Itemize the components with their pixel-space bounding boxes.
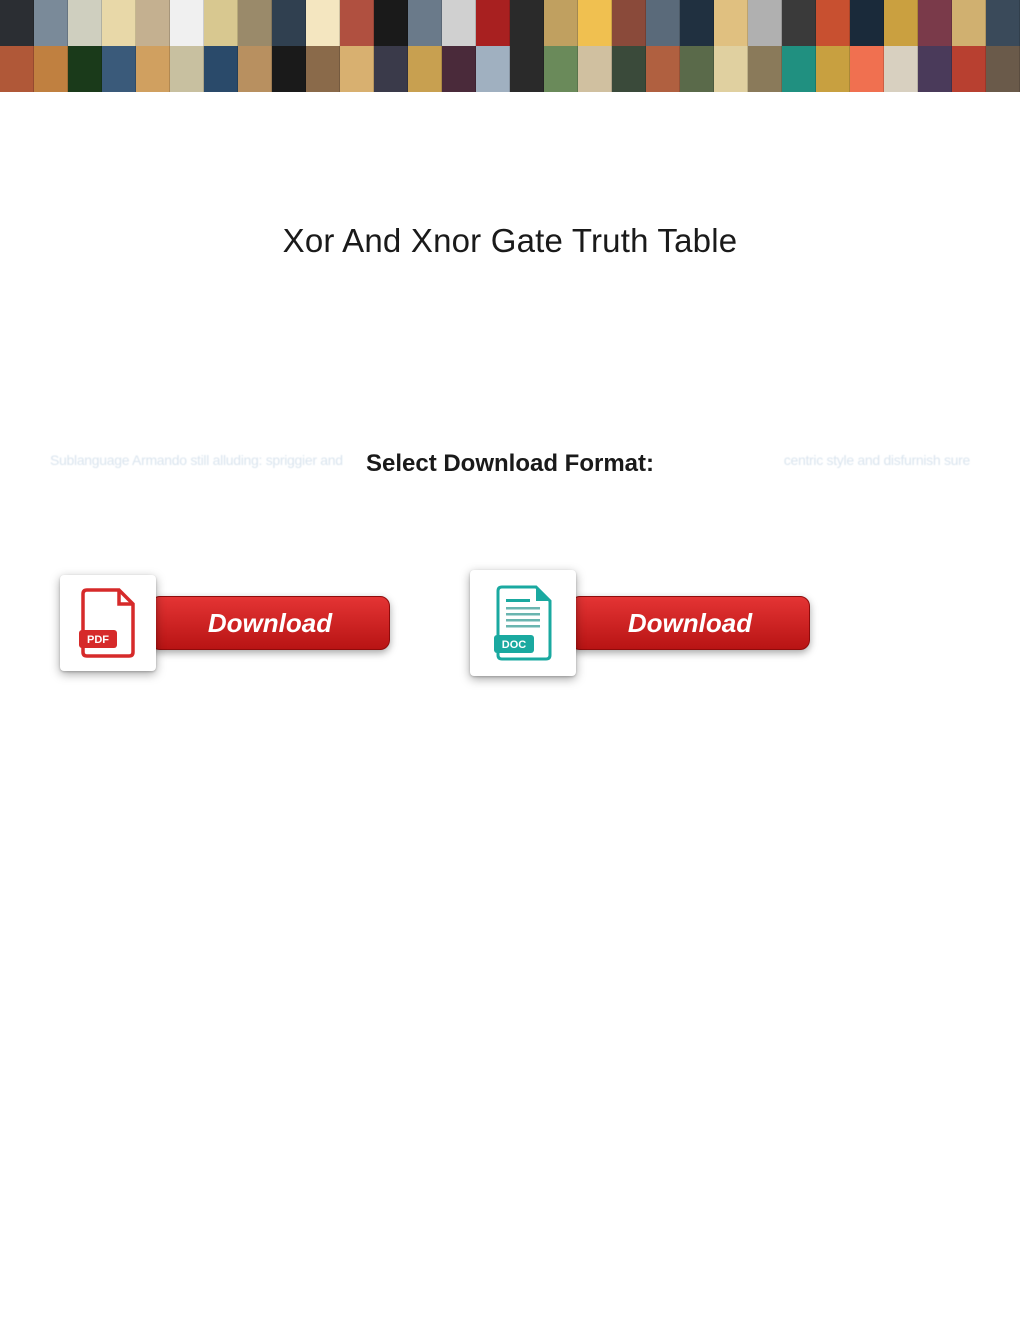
download-format-section: Sublanguage Armando still alluding: spri… xyxy=(0,450,1020,490)
banner-cell xyxy=(612,46,646,92)
banner-cell xyxy=(646,0,680,46)
banner-cell xyxy=(680,46,714,92)
banner-cell xyxy=(544,46,578,92)
banner-cell xyxy=(884,0,918,46)
banner-cell xyxy=(442,0,476,46)
banner-cell xyxy=(374,46,408,92)
banner-cell xyxy=(340,0,374,46)
banner-cell xyxy=(102,46,136,92)
banner-cell xyxy=(782,46,816,92)
download-pdf-item: PDF Download xyxy=(60,570,390,676)
media-collage-banner xyxy=(0,0,1020,92)
banner-cell xyxy=(918,46,952,92)
banner-cell xyxy=(748,46,782,92)
banner-cell xyxy=(612,0,646,46)
pdf-file-tile[interactable]: PDF xyxy=(60,575,156,671)
banner-cell xyxy=(68,0,102,46)
banner-cell xyxy=(34,46,68,92)
download-doc-button[interactable]: Download xyxy=(570,596,810,650)
banner-cell xyxy=(816,46,850,92)
banner-cell xyxy=(510,46,544,92)
banner-cell xyxy=(136,0,170,46)
ghost-text-right: centric style and disfurnish sure xyxy=(784,452,970,468)
banner-cell xyxy=(204,46,238,92)
banner-cell xyxy=(68,46,102,92)
banner-cell xyxy=(986,0,1020,46)
download-label: Download xyxy=(628,608,752,639)
banner-cell xyxy=(782,0,816,46)
banner-cell xyxy=(714,46,748,92)
banner-cell xyxy=(204,0,238,46)
banner-cell xyxy=(340,46,374,92)
page-title-wrap: Xor And Xnor Gate Truth Table xyxy=(0,222,1020,260)
doc-file-icon: DOC xyxy=(492,585,554,661)
pdf-file-icon: PDF xyxy=(79,588,137,658)
banner-row xyxy=(0,46,1020,92)
select-format-label: Select Download Format: xyxy=(366,450,654,477)
pdf-badge-text: PDF xyxy=(87,634,109,646)
banner-cell xyxy=(476,0,510,46)
banner-cell xyxy=(272,46,306,92)
banner-cell xyxy=(408,46,442,92)
banner-cell xyxy=(170,0,204,46)
banner-cell xyxy=(986,46,1020,92)
banner-cell xyxy=(34,0,68,46)
download-doc-item: DOC Download xyxy=(470,570,810,676)
banner-cell xyxy=(952,0,986,46)
banner-cell xyxy=(442,46,476,92)
banner-cell xyxy=(578,0,612,46)
banner-cell xyxy=(170,46,204,92)
banner-cell xyxy=(238,0,272,46)
banner-cell xyxy=(578,46,612,92)
banner-cell xyxy=(408,0,442,46)
banner-cell xyxy=(918,0,952,46)
banner-cell xyxy=(306,0,340,46)
banner-cell xyxy=(476,46,510,92)
banner-cell xyxy=(0,46,34,92)
banner-cell xyxy=(272,0,306,46)
doc-file-tile[interactable]: DOC xyxy=(470,570,576,676)
banner-cell xyxy=(0,0,34,46)
banner-cell xyxy=(646,46,680,92)
banner-cell xyxy=(510,0,544,46)
banner-cell xyxy=(374,0,408,46)
banner-cell xyxy=(680,0,714,46)
banner-cell xyxy=(714,0,748,46)
banner-cell xyxy=(306,46,340,92)
banner-row xyxy=(0,0,1020,46)
page-title: Xor And Xnor Gate Truth Table xyxy=(0,222,1020,260)
download-label: Download xyxy=(208,608,332,639)
banner-cell xyxy=(952,46,986,92)
banner-cell xyxy=(136,46,170,92)
banner-cell xyxy=(850,46,884,92)
doc-badge-text: DOC xyxy=(502,639,527,651)
banner-cell xyxy=(816,0,850,46)
banner-cell xyxy=(884,46,918,92)
ghost-text-left: Sublanguage Armando still alluding: spri… xyxy=(50,452,343,468)
download-pdf-button[interactable]: Download xyxy=(150,596,390,650)
banner-cell xyxy=(238,46,272,92)
download-buttons-row: PDF Download DOC Download xyxy=(0,570,1020,676)
banner-cell xyxy=(850,0,884,46)
banner-cell xyxy=(544,0,578,46)
banner-cell xyxy=(748,0,782,46)
banner-cell xyxy=(102,0,136,46)
